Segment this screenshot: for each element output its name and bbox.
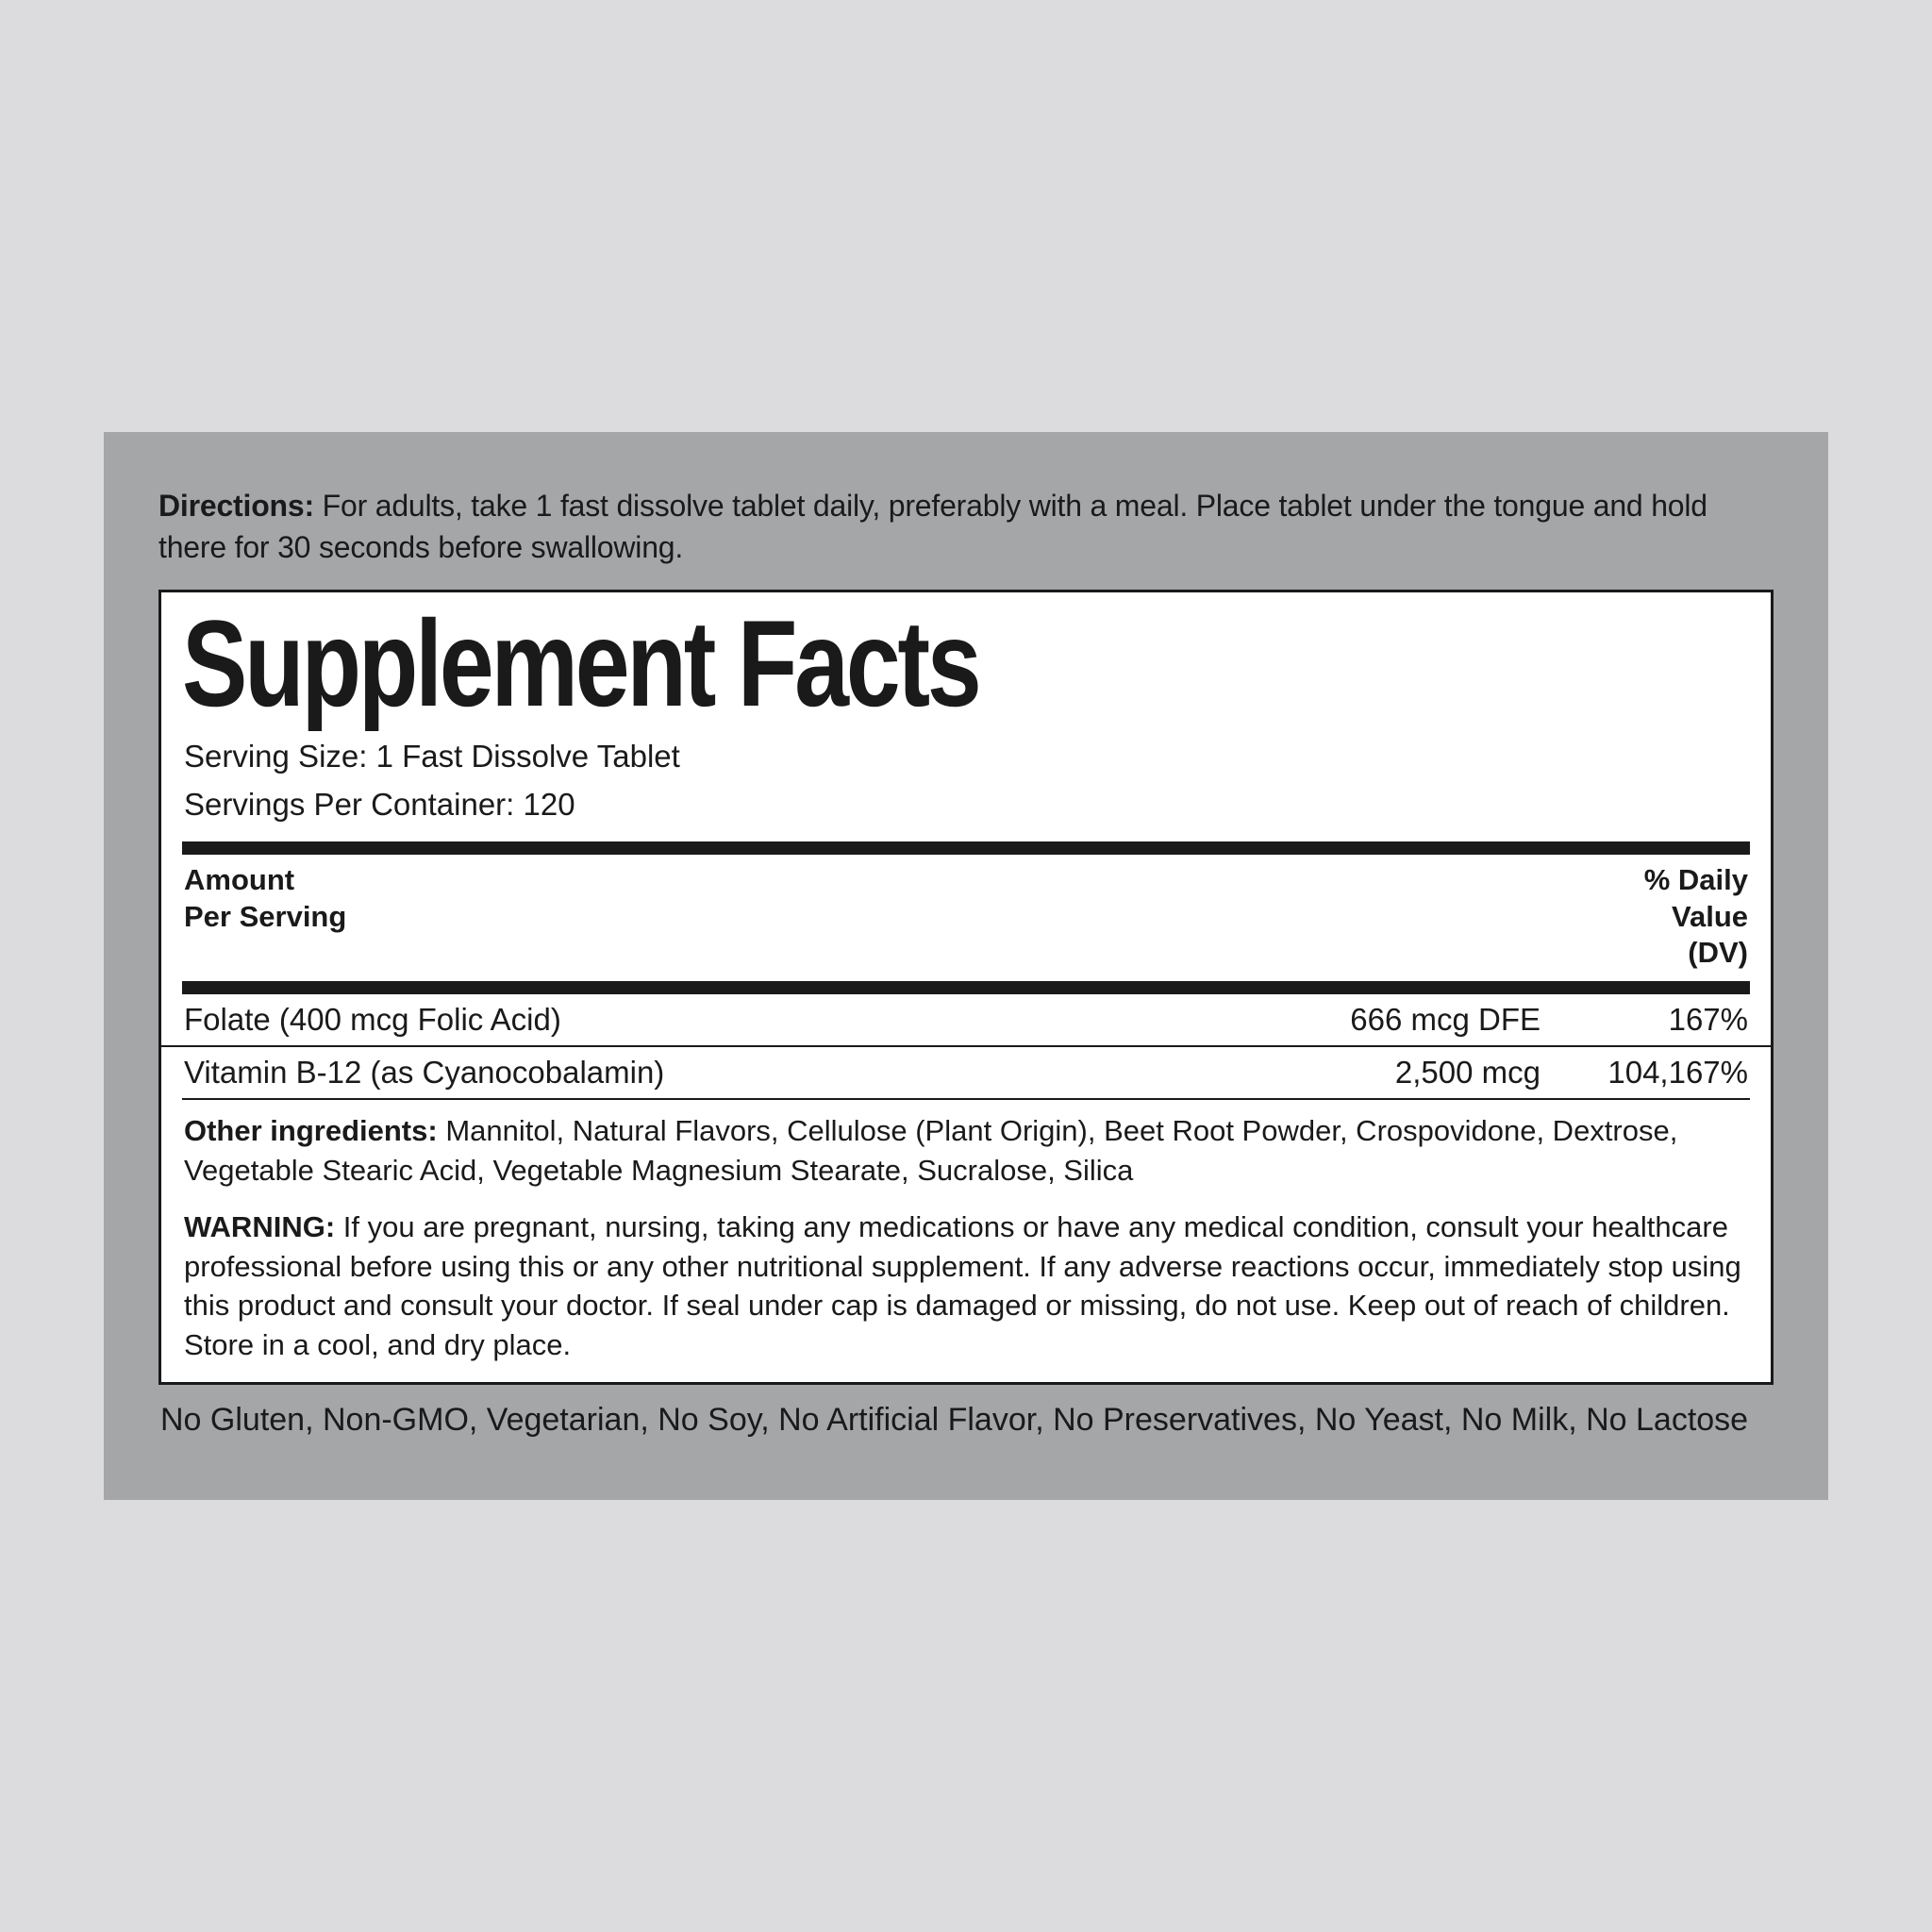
directions: Directions: For adults, take 1 fast diss… (158, 485, 1774, 568)
amount-header-line1: Amount (184, 862, 346, 899)
servings-per-container-line: Servings Per Container: 120 (184, 780, 1748, 828)
warning: WARNING: If you are pregnant, nursing, t… (161, 1204, 1771, 1382)
servings-label: Servings Per Container: (184, 787, 524, 822)
facts-title: Supplement Facts (161, 592, 1771, 728)
supplement-facts-box: Supplement Facts Serving Size: 1 Fast Di… (158, 590, 1774, 1386)
warning-text: If you are pregnant, nursing, taking any… (184, 1210, 1741, 1362)
rule-thick-top (182, 841, 1750, 855)
servings-value: 120 (524, 787, 575, 822)
serving-size-value: 1 Fast Dissolve Tablet (376, 739, 680, 774)
directions-label: Directions: (158, 489, 314, 523)
table-row: Vitamin B-12 (as Cyanocobalamin) 2,500 m… (161, 1045, 1771, 1098)
directions-text: For adults, take 1 fast dissolve tablet … (158, 489, 1707, 564)
facts-title-text: Supplement Facts (182, 602, 979, 724)
dv-header-line2: Value (1644, 899, 1748, 936)
other-ingredients: Other ingredients: Mannitol, Natural Fla… (161, 1100, 1771, 1204)
serving-info: Serving Size: 1 Fast Dissolve Tablet Ser… (161, 728, 1771, 841)
dv-header-line3: (DV) (1644, 935, 1748, 972)
nutrient-amount: 666 mcg DFE (1257, 1002, 1541, 1038)
serving-size-label: Serving Size: (184, 739, 376, 774)
other-ingredients-label: Other ingredients: (184, 1114, 438, 1147)
dietary-claims: No Gluten, Non-GMO, Vegetarian, No Soy, … (158, 1385, 1774, 1443)
warning-label: WARNING: (184, 1210, 335, 1243)
amount-header-line2: Per Serving (184, 899, 346, 936)
column-header-row: Amount Per Serving % Daily Value (DV) (161, 855, 1771, 981)
nutrient-name: Folate (400 mcg Folic Acid) (184, 1002, 1257, 1038)
amount-header: Amount Per Serving (184, 862, 346, 972)
rule-thick-mid (182, 981, 1750, 994)
label-panel: Directions: For adults, take 1 fast diss… (104, 432, 1828, 1500)
serving-size-line: Serving Size: 1 Fast Dissolve Tablet (184, 732, 1748, 780)
nutrient-dv: 167% (1541, 1002, 1748, 1038)
dv-header-line1: % Daily (1644, 862, 1748, 899)
nutrient-dv: 104,167% (1541, 1055, 1748, 1091)
nutrient-name: Vitamin B-12 (as Cyanocobalamin) (184, 1055, 1257, 1091)
dv-header: % Daily Value (DV) (1644, 862, 1748, 972)
table-row: Folate (400 mcg Folic Acid) 666 mcg DFE … (161, 994, 1771, 1045)
nutrient-amount: 2,500 mcg (1257, 1055, 1541, 1091)
